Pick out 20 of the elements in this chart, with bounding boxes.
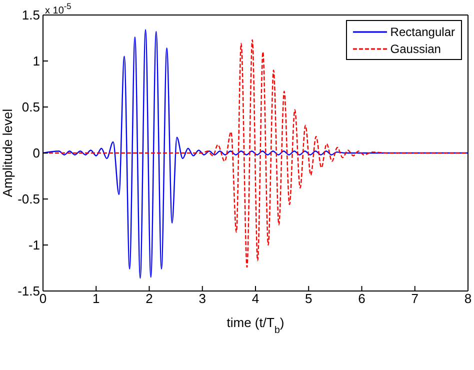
legend-label: Gaussian [390, 42, 441, 56]
y-tick-label: 1 [32, 54, 40, 69]
x-tick-label: 1 [92, 291, 100, 306]
x-tick-label: 8 [464, 291, 472, 306]
y-tick-label: 0 [32, 146, 40, 161]
y-tick-label: -1 [28, 238, 40, 253]
x-tick-label: 4 [252, 291, 260, 306]
x-axis-title: time (t/T$_{b}$) [226, 315, 284, 336]
x-tick-label: 7 [411, 291, 418, 306]
y-tick-label: 1.5 [22, 8, 40, 23]
y-axis-title: Amplitude level [0, 108, 15, 198]
y-tick-label: -0.5 [18, 192, 40, 207]
annotation: x 10$^{-5}$ [45, 0, 72, 18]
y-tick-label: -1.5 [18, 284, 40, 299]
x-tick-label: 3 [198, 291, 206, 306]
x-tick-label: 5 [305, 291, 312, 306]
x-tick-label: 6 [358, 291, 366, 306]
x-tick-label: 2 [146, 291, 153, 306]
y-tick-label: 0.5 [22, 100, 40, 115]
legend-label: Rectangular [390, 24, 455, 38]
